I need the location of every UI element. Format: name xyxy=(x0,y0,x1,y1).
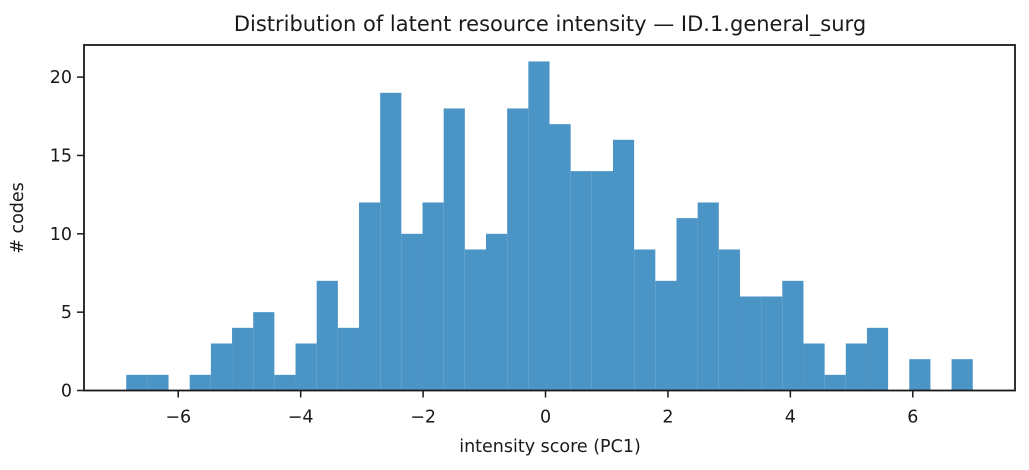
histogram-bar xyxy=(824,374,846,391)
histogram-bar xyxy=(782,280,804,391)
histogram-bar xyxy=(422,202,444,391)
histogram-bar xyxy=(147,374,169,391)
bars-group xyxy=(126,61,973,391)
histogram-bar xyxy=(401,233,423,391)
histogram-bar xyxy=(464,249,487,391)
x-tick-label: 6 xyxy=(907,408,918,428)
chart-title: Distribution of latent resource intensit… xyxy=(234,12,866,37)
histogram-bar xyxy=(612,139,635,391)
histogram-bar xyxy=(337,327,360,391)
histogram-bar xyxy=(359,202,381,391)
histogram-bar xyxy=(591,171,613,391)
x-tick-label: −6 xyxy=(165,408,191,428)
y-tick-label: 10 xyxy=(50,225,72,245)
histogram-bar xyxy=(634,249,656,391)
x-tick-label: 4 xyxy=(785,408,796,428)
histogram-bar xyxy=(126,374,148,391)
histogram-bar xyxy=(761,296,783,391)
x-tick-label: 0 xyxy=(540,408,551,428)
histogram-bar xyxy=(845,343,867,391)
x-tick-label: 2 xyxy=(662,408,673,428)
histogram-bar xyxy=(951,359,973,391)
histogram-bar xyxy=(655,280,677,391)
histogram-bar xyxy=(210,343,233,391)
y-axis-ticks: 0 5 10 15 20 xyxy=(50,68,84,402)
x-axis-ticks: −6 −4 −2 0 2 4 6 xyxy=(165,390,918,428)
x-axis-label: intensity score (PC1) xyxy=(459,437,641,457)
axes-frame xyxy=(83,44,1016,392)
y-tick-label: 15 xyxy=(50,146,72,166)
histogram-bar xyxy=(909,359,931,391)
histogram-bar xyxy=(803,343,825,391)
histogram-bar xyxy=(528,61,550,391)
y-tick-label: 0 xyxy=(61,382,72,402)
histogram-bar xyxy=(274,374,296,391)
histogram-bar xyxy=(739,296,762,391)
histogram-bar xyxy=(676,218,698,391)
histogram-bar xyxy=(380,92,402,391)
histogram-bar xyxy=(316,280,338,391)
histogram-bar xyxy=(697,202,719,391)
histogram-bar xyxy=(570,171,592,391)
histogram-bar xyxy=(486,233,508,391)
y-axis-label: # codes xyxy=(8,182,28,254)
histogram-bar xyxy=(443,108,465,391)
histogram-bar xyxy=(189,374,211,391)
histogram-bar xyxy=(718,249,740,391)
histogram-bar xyxy=(253,312,275,391)
histogram-bar xyxy=(295,343,317,391)
histogram-bar xyxy=(866,327,889,391)
x-tick-label: −2 xyxy=(410,408,436,428)
x-tick-label: −4 xyxy=(288,408,314,428)
y-tick-label: 20 xyxy=(50,68,72,88)
y-tick-label: 5 xyxy=(61,303,72,323)
histogram-bar xyxy=(549,124,571,391)
histogram-bar xyxy=(507,108,529,391)
histogram-bar xyxy=(232,327,254,391)
